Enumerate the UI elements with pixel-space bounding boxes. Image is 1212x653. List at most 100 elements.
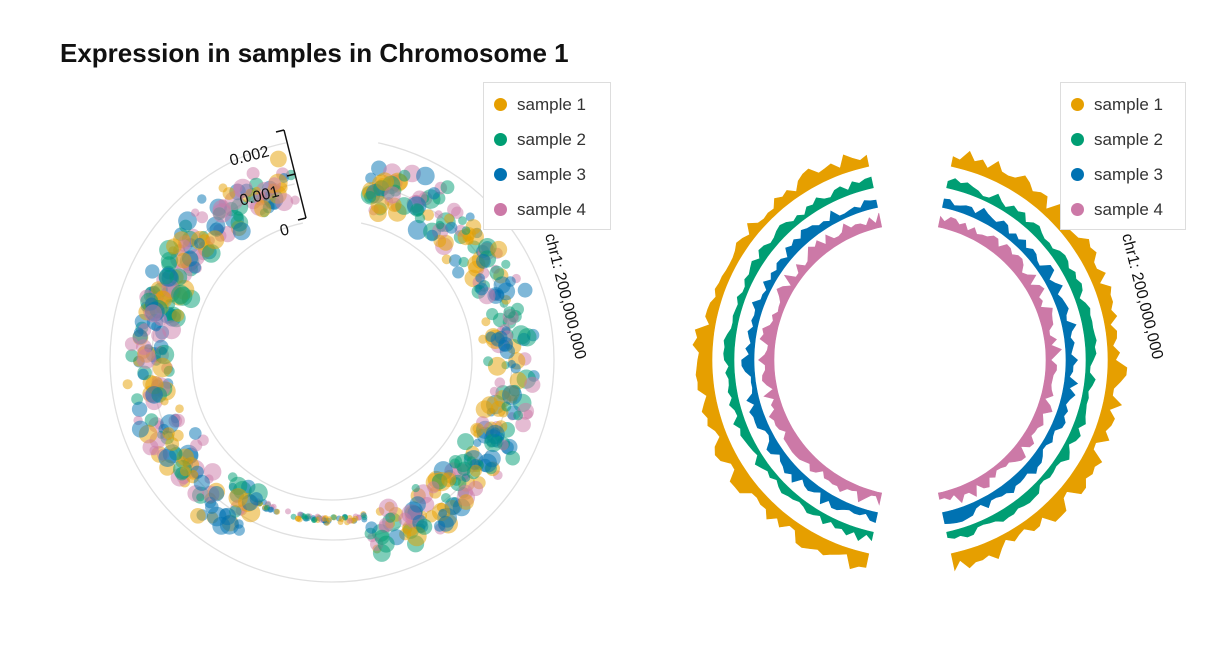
scatter-point [175, 404, 184, 414]
scatter-point [475, 273, 485, 283]
scatter-point [411, 484, 420, 493]
scatter-point [465, 212, 475, 222]
scatter-point [267, 177, 281, 191]
scatter-point [131, 401, 148, 417]
scatter-point [458, 256, 469, 268]
scatter-point [246, 167, 260, 180]
scatter-point [486, 308, 499, 321]
scatter-point [191, 208, 200, 217]
scatter-point [457, 433, 475, 451]
scatter-point [461, 226, 471, 235]
scatter-point [515, 416, 531, 433]
scatter-point [124, 337, 139, 351]
right-rings [692, 150, 1128, 572]
radial-tick [275, 129, 285, 133]
legend-label: sample 1 [1094, 94, 1163, 114]
legend-swatch [494, 133, 507, 146]
scatter-point [194, 237, 205, 249]
scatter-point [270, 150, 287, 168]
legend-item-sample-4[interactable]: sample 4 [494, 192, 600, 227]
scatter-point [441, 472, 457, 487]
scatter-point [398, 512, 412, 526]
legend-label: sample 1 [517, 94, 586, 114]
scatter-point [249, 492, 263, 506]
scatter-point [189, 427, 202, 440]
scatter-point [503, 306, 516, 319]
legend-swatch [1071, 133, 1084, 146]
legend-swatch [1071, 98, 1084, 111]
scatter-point [371, 160, 387, 177]
scatter-point [441, 493, 451, 503]
grid-ring [109, 142, 555, 583]
right-angular-label: chr1: 200,000,000 [1118, 232, 1166, 361]
scatter-point [136, 348, 157, 369]
left-points [122, 150, 541, 562]
area-ring [758, 212, 883, 506]
scatter-point [483, 356, 494, 367]
scatter-point [480, 396, 499, 415]
scatter-point [197, 434, 209, 446]
scatter-point [321, 515, 328, 522]
scatter-point [144, 413, 159, 427]
scatter-point [467, 480, 484, 497]
scatter-point [434, 210, 443, 219]
scatter-point [416, 166, 435, 186]
scatter-point [490, 427, 501, 438]
scatter-point [375, 172, 395, 191]
scatter-point [171, 284, 191, 305]
scatter-point [458, 494, 474, 510]
scatter-point [193, 474, 210, 491]
scatter-point [425, 510, 438, 523]
scatter-point [501, 259, 511, 269]
scatter-point [416, 518, 433, 535]
scatter-point [489, 386, 499, 396]
grid-ring [191, 222, 473, 501]
scatter-point [218, 183, 228, 193]
scatter-point [481, 317, 491, 327]
scatter-point [378, 498, 398, 518]
scatter-point [162, 427, 175, 440]
scatter-point [505, 450, 520, 466]
scatter-point [311, 517, 318, 523]
legend-item-sample-1[interactable]: sample 1 [494, 87, 600, 122]
legend-label: sample 4 [517, 199, 586, 219]
legend-item-sample-2[interactable]: sample 2 [1071, 122, 1175, 157]
scatter-point [489, 265, 505, 281]
scatter-point [161, 256, 177, 272]
scatter-point [462, 232, 472, 242]
legend-item-sample-1[interactable]: sample 1 [1071, 87, 1175, 122]
radial-tick [286, 173, 296, 177]
scatter-point [125, 349, 139, 363]
legend-label: sample 3 [1094, 164, 1163, 184]
scatter-point [152, 357, 173, 378]
scatter-point [208, 486, 225, 502]
scatter-point [494, 377, 506, 389]
scatter-point [188, 261, 202, 274]
legend-label: sample 2 [1094, 129, 1163, 149]
right-legend: sample 1 sample 2 sample 3 sample 4 [1060, 82, 1186, 230]
scatter-point [427, 481, 440, 494]
legend-item-sample-2[interactable]: sample 2 [494, 122, 600, 157]
scatter-point [158, 269, 174, 285]
scatter-point [452, 266, 465, 279]
scatter-point [275, 193, 294, 212]
scatter-point [427, 187, 441, 200]
scatter-point [158, 448, 177, 467]
scatter-point [233, 524, 245, 536]
legend-item-sample-3[interactable]: sample 3 [1071, 157, 1175, 192]
scatter-point [458, 216, 467, 226]
scatter-point [438, 508, 448, 518]
scatter-point [162, 320, 182, 340]
legend-label: sample 4 [1094, 199, 1163, 219]
scatter-point [513, 410, 523, 421]
scatter-point [445, 221, 458, 234]
area-ring [692, 154, 870, 570]
scatter-point [179, 465, 191, 477]
scatter-point [361, 514, 368, 521]
legend-item-sample-4[interactable]: sample 4 [1071, 192, 1175, 227]
legend-item-sample-3[interactable]: sample 3 [494, 157, 600, 192]
legend-swatch [494, 98, 507, 111]
scatter-point [473, 438, 482, 447]
